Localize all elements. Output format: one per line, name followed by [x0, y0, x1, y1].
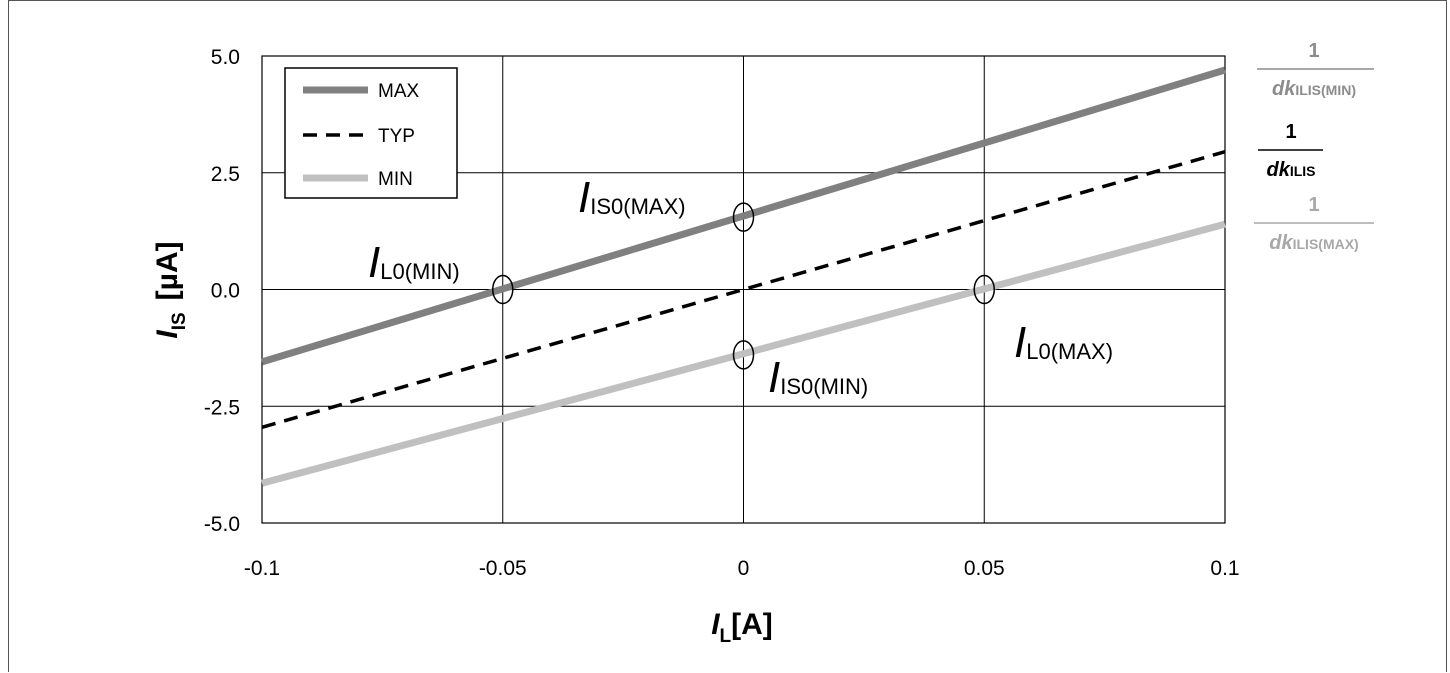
- slope-label-typ: 1 dkILIS: [1258, 121, 1323, 181]
- point-marker: [732, 202, 755, 232]
- x-tick-label: 0.05: [964, 557, 1005, 580]
- svg-text:dkILIS(MAX): dkILIS(MAX): [1269, 232, 1358, 254]
- series-layer: [260, 66, 1227, 487]
- y-axis-title-main: I: [151, 330, 184, 339]
- svg-text:dkILIS: dkILIS: [1266, 159, 1315, 181]
- svg-text:1: 1: [1308, 40, 1319, 62]
- annotation-iis0-min: IIS0(MIN): [768, 353, 868, 402]
- x-tick-label: 0: [738, 557, 750, 580]
- svg-text:1: 1: [1308, 194, 1319, 216]
- y-tick-label: -5.0: [204, 513, 240, 536]
- annotation-il0-max: IL0(MAX): [1014, 318, 1113, 367]
- ticks-layer: -0.1 -0.05 0 0.05 0.1 5.0 2.5 0.0 -2.5 -5.0: [204, 46, 1240, 580]
- svg-text:1: 1: [1285, 121, 1296, 143]
- x-axis-title-main: I: [711, 608, 720, 641]
- slope-label-max: 1 dkILIS(MIN): [1257, 40, 1374, 100]
- series-line-min: [261, 220, 1226, 487]
- y-axis-title-unit: [µA]: [151, 241, 184, 300]
- y-tick-label: 0.0: [211, 280, 240, 303]
- x-axis-title-unit: [A]: [731, 608, 773, 641]
- series-line-max: [260, 66, 1227, 366]
- y-tick-label: -2.5: [204, 396, 240, 419]
- figure-frame: [8, 0, 1447, 672]
- y-tick-label: 5.0: [211, 46, 240, 69]
- series-line-typ: [261, 150, 1226, 429]
- annotation-iis0-max: IIS0(MAX): [578, 173, 686, 222]
- legend: MAX TYP MIN: [284, 67, 458, 199]
- y-axis-title: IIS [µA]: [151, 241, 190, 338]
- slope-label-min: 1 dkILIS(MAX): [1254, 194, 1374, 254]
- legend-label-min: MIN: [378, 169, 413, 190]
- y-axis-title-sub: IS: [169, 312, 190, 330]
- x-axis-title: IL[A]: [711, 608, 773, 647]
- x-tick-label: -0.1: [244, 557, 280, 580]
- y-tick-label: 2.5: [211, 163, 240, 186]
- x-axis-title-sub: L: [720, 626, 732, 647]
- x-tick-label: 0.1: [1210, 557, 1239, 580]
- annotation-il0-min: IL0(MIN): [368, 238, 460, 287]
- point-marker: [973, 274, 995, 305]
- point-marker: [732, 340, 755, 370]
- legend-label-typ: TYP: [378, 126, 415, 147]
- x-tick-label: -0.05: [479, 557, 527, 580]
- markers-layer: [492, 202, 995, 370]
- svg-text:dkILIS(MIN): dkILIS(MIN): [1272, 78, 1356, 100]
- legend-label-max: MAX: [378, 81, 420, 102]
- point-marker: [492, 274, 514, 305]
